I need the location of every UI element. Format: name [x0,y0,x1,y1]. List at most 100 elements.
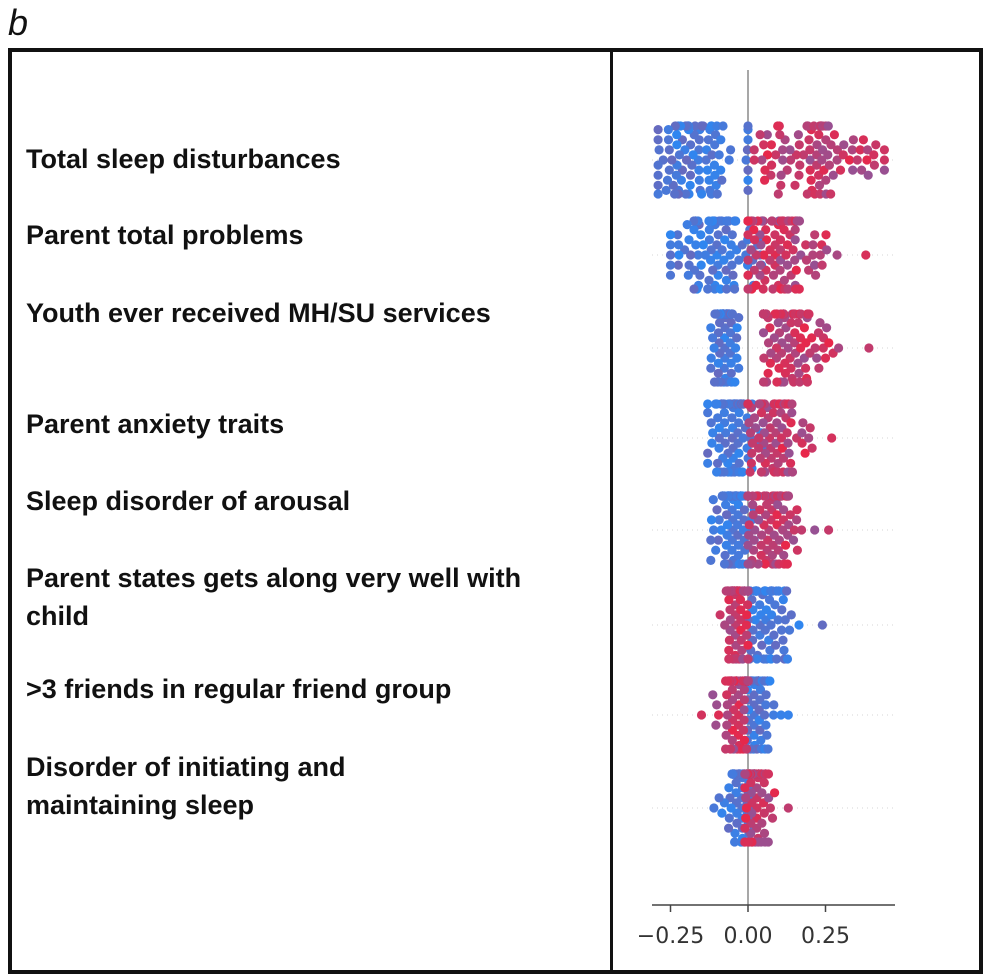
data-point [713,535,723,545]
data-point [810,260,820,270]
data-point [724,654,734,664]
data-point [711,545,721,555]
data-point [765,245,775,255]
data-point [741,803,752,813]
data-point [781,540,791,550]
data-point [696,710,707,720]
data-point [746,458,757,468]
data-point [741,155,751,165]
data-point [653,170,663,180]
data-point [761,720,771,730]
data-point [805,155,815,165]
data-point [786,458,796,468]
data-point [706,418,716,428]
data-point [797,428,807,438]
data-point [760,710,770,720]
data-point [801,240,811,250]
data-point [786,610,796,620]
data-point [704,225,714,235]
data-point [776,180,786,190]
data-point [730,284,740,294]
data-point [808,250,818,260]
data-point [811,270,821,280]
data-point [721,275,732,285]
feature-label-initiating-maintaining-sleep: Disorder of initiating and maintaining s… [26,752,346,820]
data-point [684,235,694,245]
data-point [722,520,733,530]
data-point [759,778,769,788]
data-point [709,803,719,813]
data-point [775,265,785,275]
data-point [779,645,789,655]
data-point [743,255,753,265]
data-point [653,180,663,190]
data-point [719,559,730,569]
data-point [848,135,859,145]
data-point [744,418,754,428]
data-point [725,250,735,260]
data-point [773,615,783,625]
data-point [814,363,824,373]
data-point [792,505,802,515]
data-point [790,235,800,245]
data-point [674,240,684,250]
data-point [798,418,808,428]
data-point [674,150,685,160]
data-point [815,250,825,260]
data-point [783,803,793,813]
data-point [778,635,788,645]
data-point [779,505,789,515]
data-point [749,235,760,245]
data-point [686,250,696,260]
data-point [759,828,770,838]
data-point [788,245,798,255]
data-point [799,323,810,333]
data-point [693,250,703,260]
data-point [717,491,727,501]
data-point [755,505,765,515]
data-point [794,620,804,630]
data-point [665,270,676,280]
data-point [745,467,755,477]
data-point [804,433,814,443]
data-point [805,423,815,433]
data-point [704,235,715,245]
data-point [790,255,800,265]
data-point [722,510,732,520]
data-point [746,245,756,255]
data-point [759,808,769,818]
data-point [737,645,747,655]
data-point [664,165,674,175]
data-point [739,725,749,735]
data-point [782,586,792,596]
data-point [717,245,727,255]
data-point [793,130,804,140]
data-point [781,250,791,260]
data-point [689,225,699,235]
data-point [714,150,724,160]
data-point [713,413,723,423]
data-point [734,363,744,373]
data-point [726,368,736,378]
x-tick-label: 0.00 [724,924,773,949]
data-point [758,377,769,387]
data-point [713,368,723,378]
data-point [757,640,767,650]
feature-label-total-sleep-disturbances: Total sleep disturbances [26,144,341,174]
data-point [852,155,862,165]
data-point [802,189,812,199]
data-point [663,125,674,135]
data-point [879,155,890,165]
data-point [718,121,728,131]
data-point [802,377,813,387]
feature-label-parent-anxiety-traits: Parent anxiety traits [26,409,285,439]
data-point [832,250,842,260]
data-point [768,270,779,280]
data-point [769,630,779,640]
data-point [763,744,773,754]
data-point [714,793,724,803]
data-point [773,318,783,328]
data-point [740,783,750,793]
data-point [703,448,713,458]
data-point [766,140,777,150]
